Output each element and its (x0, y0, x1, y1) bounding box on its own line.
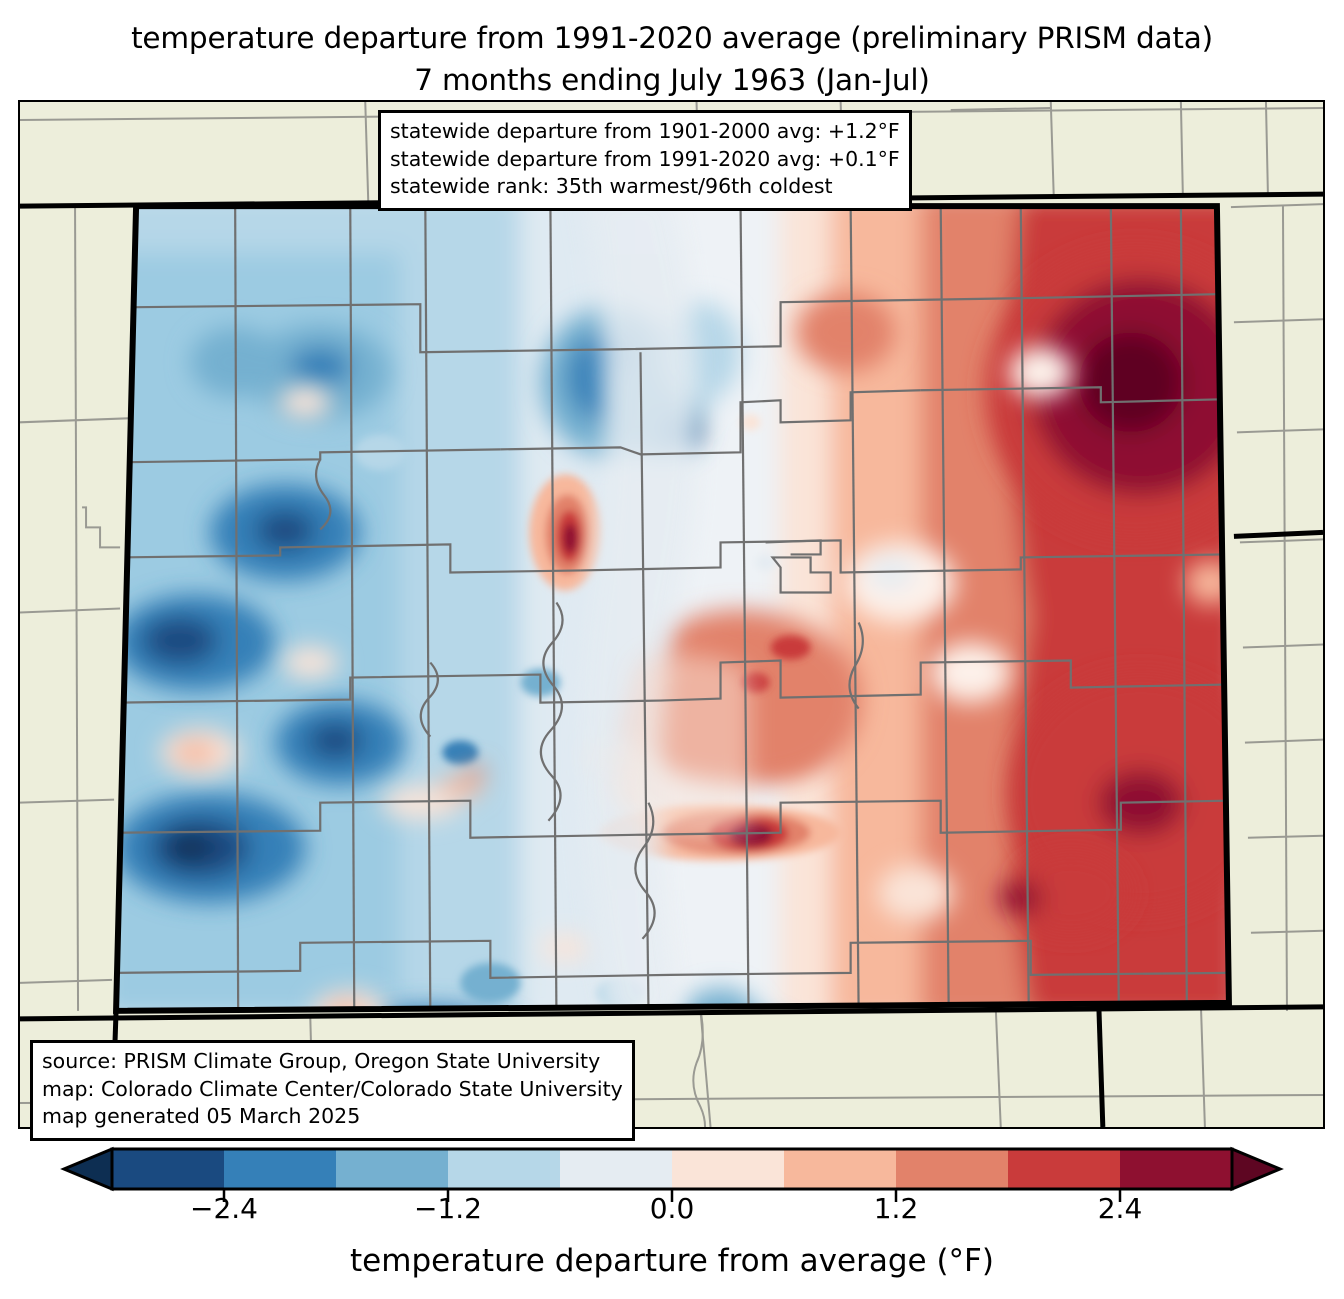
colorbar-swatches[interactable] (0, 1138, 1344, 1210)
colorbar-tick-labels: −2.4 −1.2 0.0 1.2 2.4 (0, 1192, 1344, 1234)
colorbar-under-cap (60, 1146, 114, 1192)
stats-line-1: statewide departure from 1901-2000 avg: … (390, 119, 900, 143)
colorado-county-lines (116, 206, 1228, 1011)
colorbar-over-cap (1230, 1146, 1284, 1192)
source-line-1: source: PRISM Climate Group, Oregon Stat… (42, 1049, 601, 1073)
source-line-2: map: Colorado Climate Center/Colorado St… (42, 1076, 623, 1101)
colorbar[interactable] (0, 1138, 1344, 1210)
colorado-temperature-anomaly-map[interactable] (20, 102, 1323, 1127)
title-line-2: 7 months ending July 1963 (Jan-Jul) (414, 63, 930, 97)
source-credits-box: source: PRISM Climate Group, Oregon Stat… (30, 1040, 635, 1141)
colorbar-band (1120, 1149, 1233, 1189)
colorbar-band (560, 1149, 673, 1189)
colorbar-band (336, 1149, 449, 1189)
colorbar-tick-label: −2.4 (190, 1192, 258, 1225)
title-line-1: temperature departure from 1991-2020 ave… (131, 21, 1213, 55)
anomaly-raster (116, 206, 1229, 1011)
colorbar-band (1008, 1149, 1121, 1189)
colorbar-axis-label: temperature departure from average (°F) (350, 1243, 994, 1279)
colorbar-band (224, 1149, 337, 1189)
colorbar-tick-label: −1.2 (414, 1192, 482, 1225)
map-panel[interactable] (18, 100, 1325, 1129)
stats-line-2: statewide departure from 1991-2020 avg: … (390, 146, 900, 171)
colorbar-band (896, 1149, 1009, 1189)
stats-line-3: statewide rank: 35th warmest/96th coldes… (390, 174, 833, 198)
colorbar-band (112, 1149, 225, 1189)
ne-hot-core (985, 247, 1229, 538)
colorbar-band (784, 1149, 897, 1189)
page-title: temperature departure from 1991-2020 ave… (0, 0, 1344, 97)
colorbar-band (448, 1149, 561, 1189)
colorbar-tick-label: 0.0 (649, 1192, 695, 1225)
source-line-3: map generated 05 March 2025 (42, 1104, 361, 1128)
north-central-hot-spot (529, 474, 602, 591)
colorbar-band (672, 1149, 785, 1189)
colorbar-tick-label: 2.4 (1097, 1192, 1143, 1225)
colorbar-tick-label: 1.2 (873, 1192, 919, 1225)
statewide-stats-box: statewide departure from 1901-2000 avg: … (378, 110, 912, 211)
